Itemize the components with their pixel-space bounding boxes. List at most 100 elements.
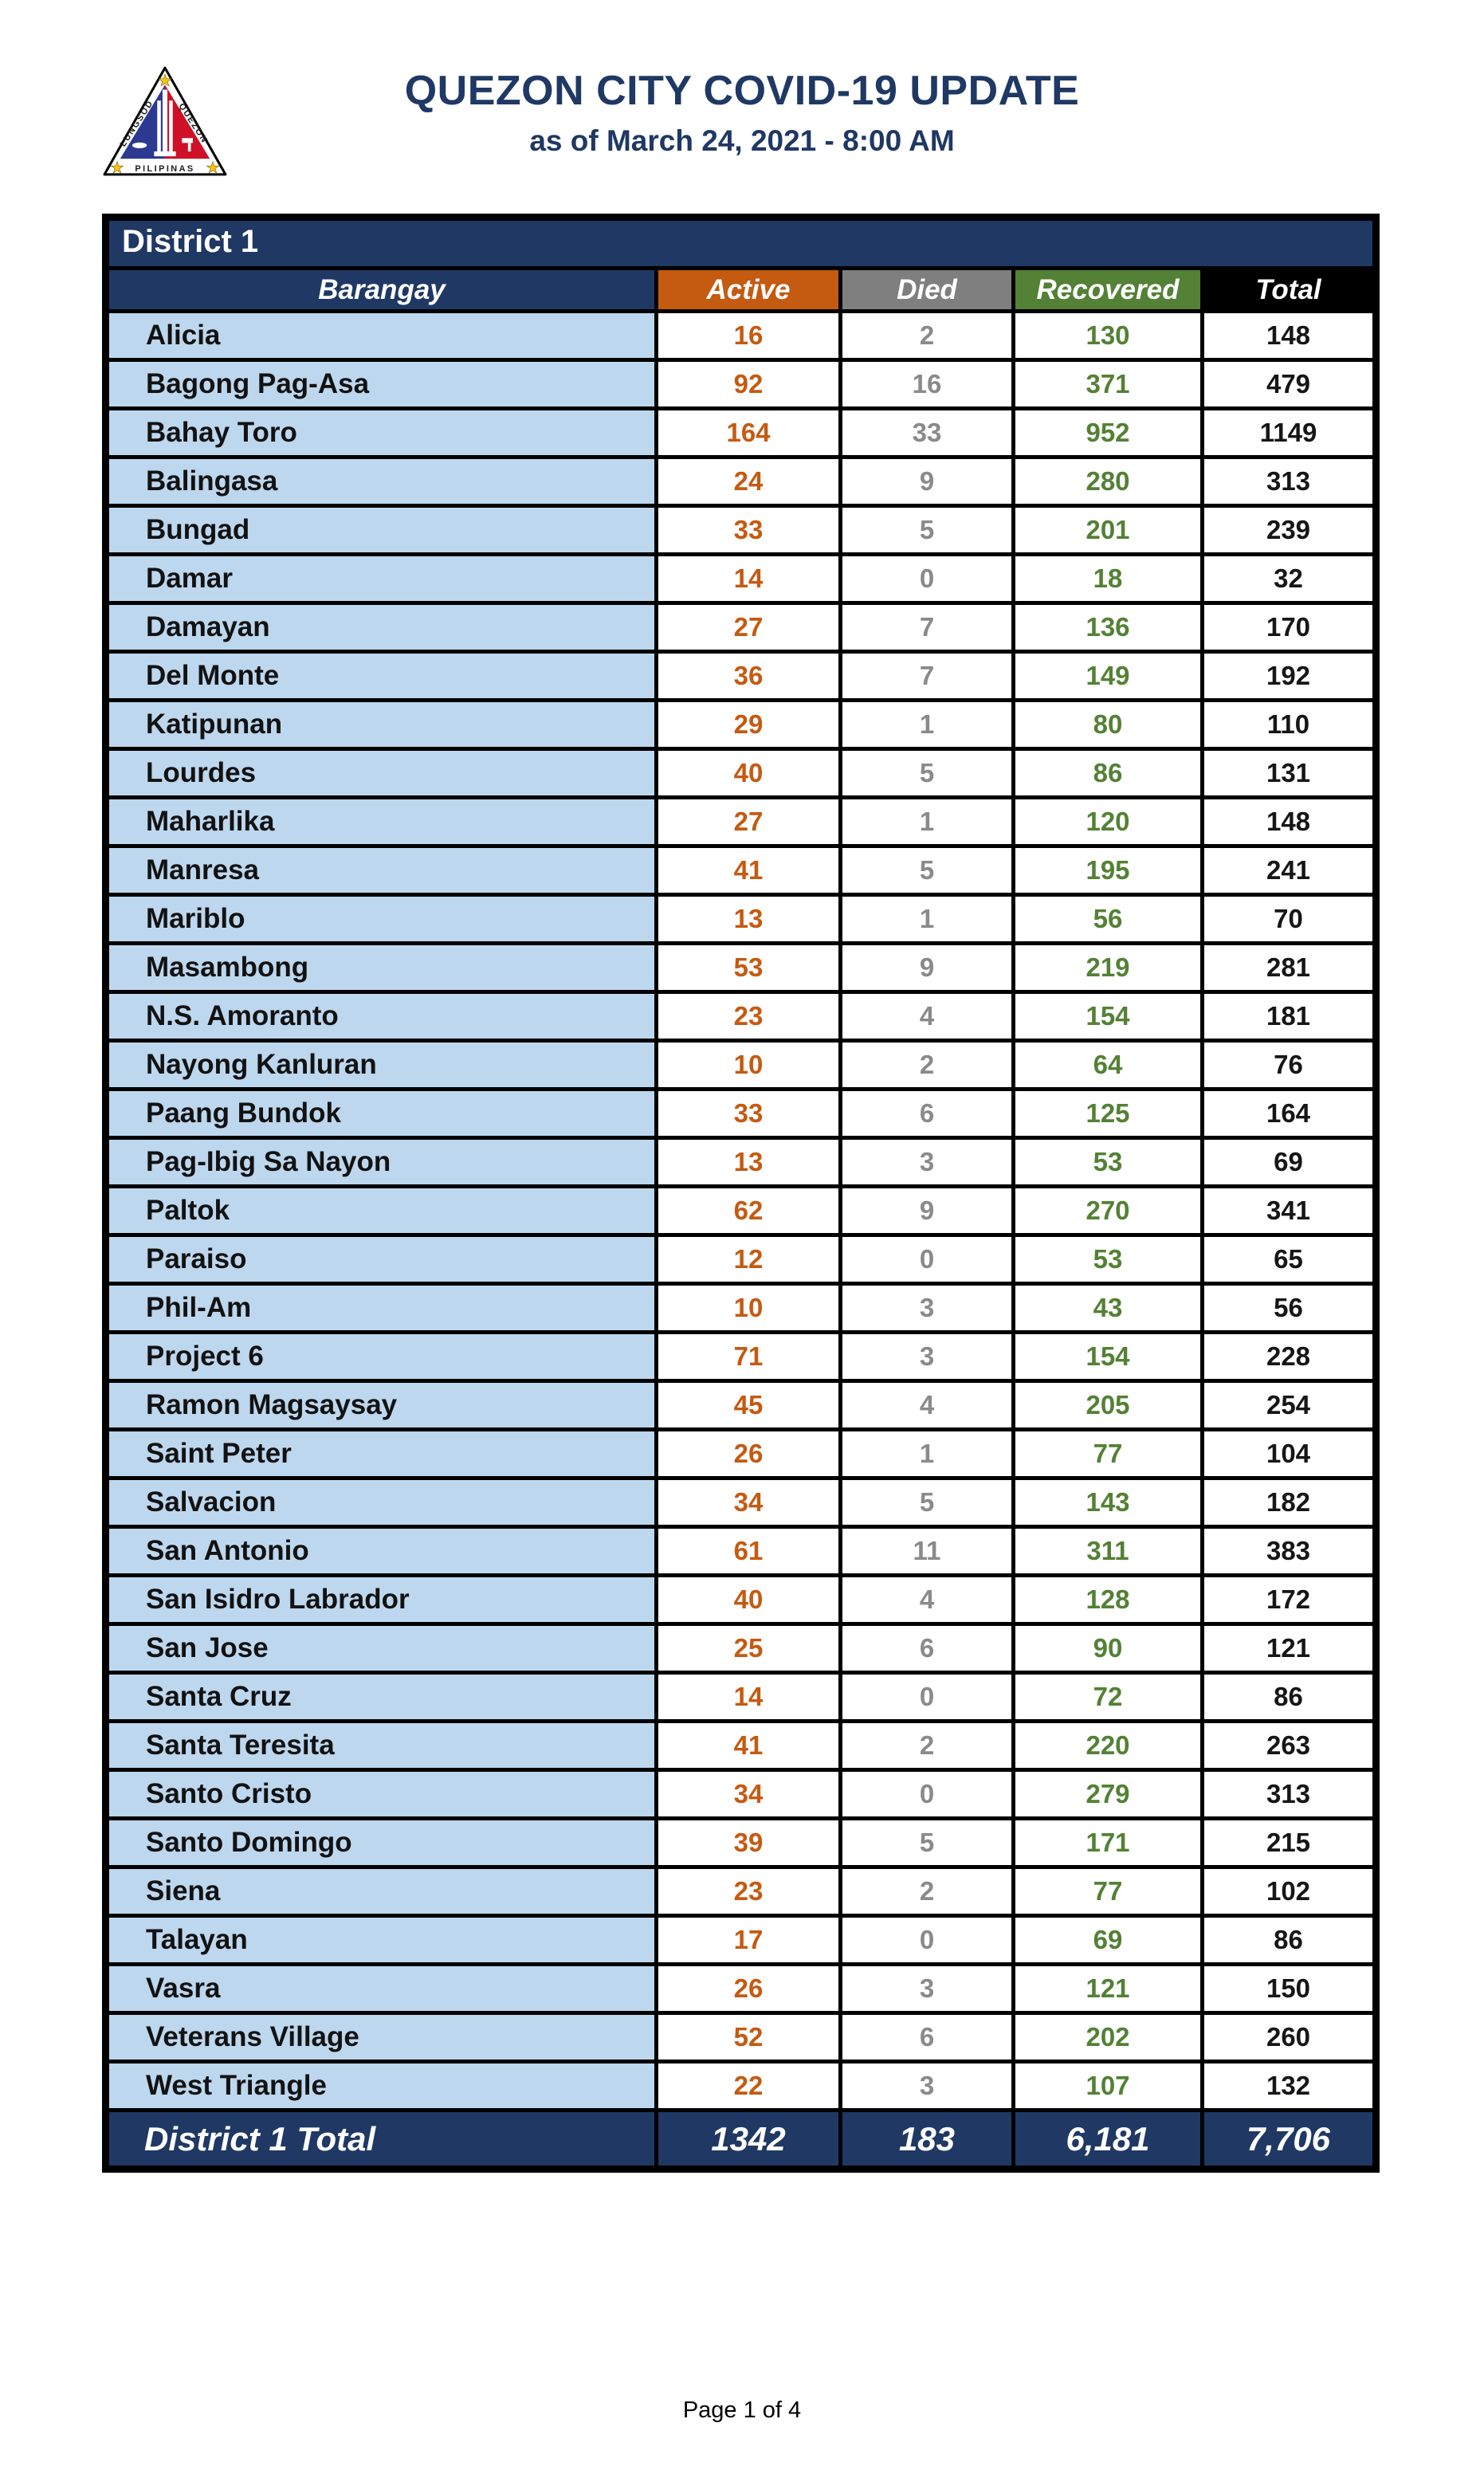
barangay-row: Project 6 71 3 154 228 (104, 1330, 1378, 1383)
recovered-count-cell: 43 (1011, 1282, 1204, 1334)
active-count-cell: 33 (654, 1087, 842, 1140)
barangay-name-cell: San Isidro Labrador (104, 1573, 658, 1626)
page-footer: Page 1 of 4 (0, 2397, 1484, 2424)
total-count-cell: 148 (1200, 795, 1378, 848)
barangay-row: Talayan 17 0 69 86 (104, 1914, 1378, 1966)
total-count-cell: 383 (1200, 1525, 1378, 1577)
barangay-name-cell: N.S. Amoranto (104, 990, 658, 1043)
died-count-cell: 0 (838, 1671, 1015, 1723)
recovered-count-cell: 56 (1011, 893, 1204, 945)
barangay-name-cell: Santa Teresita (104, 1719, 658, 1772)
died-count-cell: 3 (838, 1962, 1015, 2015)
died-count-cell: 5 (838, 1816, 1015, 1869)
recovered-count-cell: 195 (1011, 844, 1204, 897)
barangay-row: Nayong Kanluran 10 2 64 76 (104, 1039, 1378, 1091)
recovered-count-cell: 154 (1011, 990, 1204, 1043)
recovered-count-cell: 80 (1011, 698, 1204, 751)
total-count-cell: 281 (1200, 941, 1378, 994)
column-header-active: Active (654, 266, 842, 313)
page-title: QUEZON CITY COVID-19 UPDATE (404, 68, 1080, 114)
quezon-city-seal-logo: LUNGSOD QUEZON PILIPINAS (103, 66, 227, 176)
total-count-cell: 239 (1200, 504, 1378, 556)
active-count-cell: 27 (654, 601, 842, 654)
died-count-cell: 4 (838, 1573, 1015, 1626)
died-count-cell: 3 (838, 1330, 1015, 1383)
died-count-cell: 0 (838, 1914, 1015, 1966)
barangay-row: Phil-Am 10 3 43 56 (104, 1282, 1378, 1334)
barangay-name-cell: Santa Cruz (104, 1671, 658, 1723)
total-count-cell: 70 (1200, 893, 1378, 945)
recovered-count-cell: 86 (1011, 747, 1204, 799)
barangay-row: Balingasa 24 9 280 313 (104, 455, 1378, 508)
seal-monument (132, 89, 193, 157)
barangay-row: Damayan 27 7 136 170 (104, 601, 1378, 654)
seal-text-bottom: PILIPINAS (135, 164, 194, 174)
active-count-cell: 62 (654, 1184, 842, 1237)
barangay-row: Pag-Ibig Sa Nayon 13 3 53 69 (104, 1136, 1378, 1188)
barangay-row: Siena 23 2 77 102 (104, 1865, 1378, 1918)
died-count-cell: 1 (838, 893, 1015, 945)
died-count-cell: 6 (838, 1087, 1015, 1140)
recovered-count-cell: 128 (1011, 1573, 1204, 1626)
barangay-row: Alicia 16 2 130 148 (104, 309, 1378, 362)
recovered-count-cell: 64 (1011, 1039, 1204, 1091)
active-count-cell: 61 (654, 1525, 842, 1577)
district-total-total-cell: 7,706 (1200, 2108, 1378, 2171)
active-count-cell: 26 (654, 1427, 842, 1480)
died-count-cell: 0 (838, 552, 1015, 605)
active-count-cell: 13 (654, 1136, 842, 1188)
barangay-name-cell: Balingasa (104, 455, 658, 508)
total-count-cell: 313 (1200, 1768, 1378, 1820)
died-count-cell: 9 (838, 941, 1015, 994)
recovered-count-cell: 219 (1011, 941, 1204, 994)
barangay-row: West Triangle 22 3 107 132 (104, 2060, 1378, 2112)
total-count-cell: 192 (1200, 650, 1378, 702)
recovered-count-cell: 202 (1011, 2011, 1204, 2064)
total-count-cell: 172 (1200, 1573, 1378, 1626)
barangay-name-cell: San Jose (104, 1622, 658, 1675)
active-count-cell: 34 (654, 1768, 842, 1820)
page-subtitle: as of March 24, 2021 - 8:00 AM (529, 124, 955, 157)
recovered-count-cell: 143 (1011, 1476, 1204, 1529)
recovered-count-cell: 280 (1011, 455, 1204, 508)
barangay-row: Saint Peter 26 1 77 104 (104, 1427, 1378, 1480)
active-count-cell: 13 (654, 893, 842, 945)
active-count-cell: 33 (654, 504, 842, 556)
barangay-name-cell: Damayan (104, 601, 658, 654)
total-count-cell: 215 (1200, 1816, 1378, 1869)
barangay-name-cell: Mariblo (104, 893, 658, 945)
recovered-count-cell: 125 (1011, 1087, 1204, 1140)
recovered-count-cell: 270 (1011, 1184, 1204, 1237)
barangay-row: Paraiso 12 0 53 65 (104, 1233, 1378, 1286)
total-count-cell: 65 (1200, 1233, 1378, 1286)
active-count-cell: 14 (654, 552, 842, 605)
died-count-cell: 9 (838, 455, 1015, 508)
died-count-cell: 3 (838, 1136, 1015, 1188)
barangay-row: Maharlika 27 1 120 148 (104, 795, 1378, 848)
died-count-cell: 2 (838, 1719, 1015, 1772)
total-count-cell: 69 (1200, 1136, 1378, 1188)
active-count-cell: 40 (654, 1573, 842, 1626)
barangay-name-cell: Santo Domingo (104, 1816, 658, 1869)
recovered-count-cell: 69 (1011, 1914, 1204, 1966)
barangay-row: Paltok 62 9 270 341 (104, 1184, 1378, 1237)
died-count-cell: 5 (838, 1476, 1015, 1529)
total-count-cell: 104 (1200, 1427, 1378, 1480)
active-count-cell: 10 (654, 1039, 842, 1091)
barangay-row: Manresa 41 5 195 241 (104, 844, 1378, 897)
recovered-count-cell: 77 (1011, 1427, 1204, 1480)
died-count-cell: 7 (838, 650, 1015, 702)
active-count-cell: 36 (654, 650, 842, 702)
barangay-name-cell: Siena (104, 1865, 658, 1918)
column-header-total: Total (1200, 266, 1378, 313)
total-count-cell: 131 (1200, 747, 1378, 799)
died-count-cell: 3 (838, 2060, 1015, 2112)
active-count-cell: 40 (654, 747, 842, 799)
barangay-name-cell: Katipunan (104, 698, 658, 751)
barangay-name-cell: Salvacion (104, 1476, 658, 1529)
active-count-cell: 45 (654, 1379, 842, 1431)
total-count-cell: 254 (1200, 1379, 1378, 1431)
active-count-cell: 39 (654, 1816, 842, 1869)
barangay-name-cell: Vasra (104, 1962, 658, 2015)
